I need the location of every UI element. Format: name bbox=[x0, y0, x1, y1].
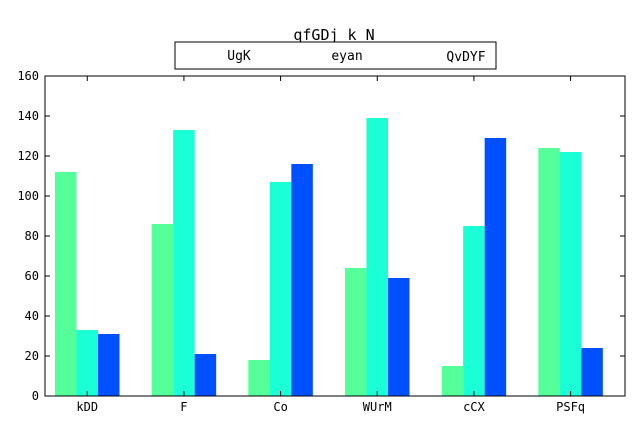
x-tick-label-WUrM: WUrM bbox=[363, 400, 392, 414]
bar-kDD-UgK bbox=[55, 172, 77, 396]
y-tick-label: 20 bbox=[25, 349, 39, 363]
bar-PSFq-UgK bbox=[538, 148, 560, 396]
bar-Co-QvDYF bbox=[291, 164, 313, 396]
legend-label-qvdyf: QvDYF bbox=[446, 50, 485, 65]
bar-cCX-eyan bbox=[463, 226, 485, 396]
x-tick-label-PSFq: PSFq bbox=[556, 400, 585, 414]
bar-F-QvDYF bbox=[195, 354, 217, 396]
legend: UgK eyan QvDYF bbox=[175, 42, 496, 69]
bar-cCX-UgK bbox=[442, 366, 464, 396]
y-tick-label: 120 bbox=[17, 149, 39, 163]
bar-Co-eyan bbox=[270, 182, 292, 396]
y-tick-label: 140 bbox=[17, 109, 39, 123]
y-tick-label: 40 bbox=[25, 309, 39, 323]
legend-label-eyan: eyan bbox=[331, 49, 362, 64]
bar-Co-UgK bbox=[248, 360, 269, 396]
chart-title: qfGDj k N bbox=[293, 26, 374, 44]
x-tick-label-Co: Co bbox=[273, 400, 287, 414]
x-tick-label-F: F bbox=[180, 400, 187, 414]
legend-label-ugk: UgK bbox=[227, 49, 251, 64]
bar-F-eyan bbox=[173, 130, 195, 396]
bar-cCX-QvDYF bbox=[485, 138, 507, 396]
plot-frame bbox=[45, 76, 625, 396]
y-tick-label: 0 bbox=[32, 389, 39, 403]
bar-PSFq-eyan bbox=[560, 152, 582, 396]
y-tick-label: 160 bbox=[17, 69, 39, 83]
x-tick-label-cCX: cCX bbox=[463, 400, 485, 414]
bar-kDD-QvDYF bbox=[98, 334, 120, 396]
y-tick-label: 80 bbox=[25, 229, 39, 243]
bar-WUrM-QvDYF bbox=[388, 278, 410, 396]
y-tick-label: 60 bbox=[25, 269, 39, 283]
bar-kDD-eyan bbox=[77, 330, 99, 396]
bar-WUrM-UgK bbox=[345, 268, 367, 396]
bars-group bbox=[55, 118, 603, 396]
bar-F-UgK bbox=[152, 224, 174, 396]
bar-WUrM-eyan bbox=[367, 118, 389, 396]
y-tick-label: 100 bbox=[17, 189, 39, 203]
x-tick-label-kDD: kDD bbox=[76, 400, 98, 414]
bar-PSFq-QvDYF bbox=[581, 348, 603, 396]
